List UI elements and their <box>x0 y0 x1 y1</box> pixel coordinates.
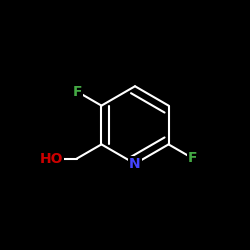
Text: F: F <box>188 151 197 165</box>
Text: F: F <box>73 85 83 99</box>
Text: N: N <box>129 157 141 171</box>
Text: HO: HO <box>40 152 63 166</box>
